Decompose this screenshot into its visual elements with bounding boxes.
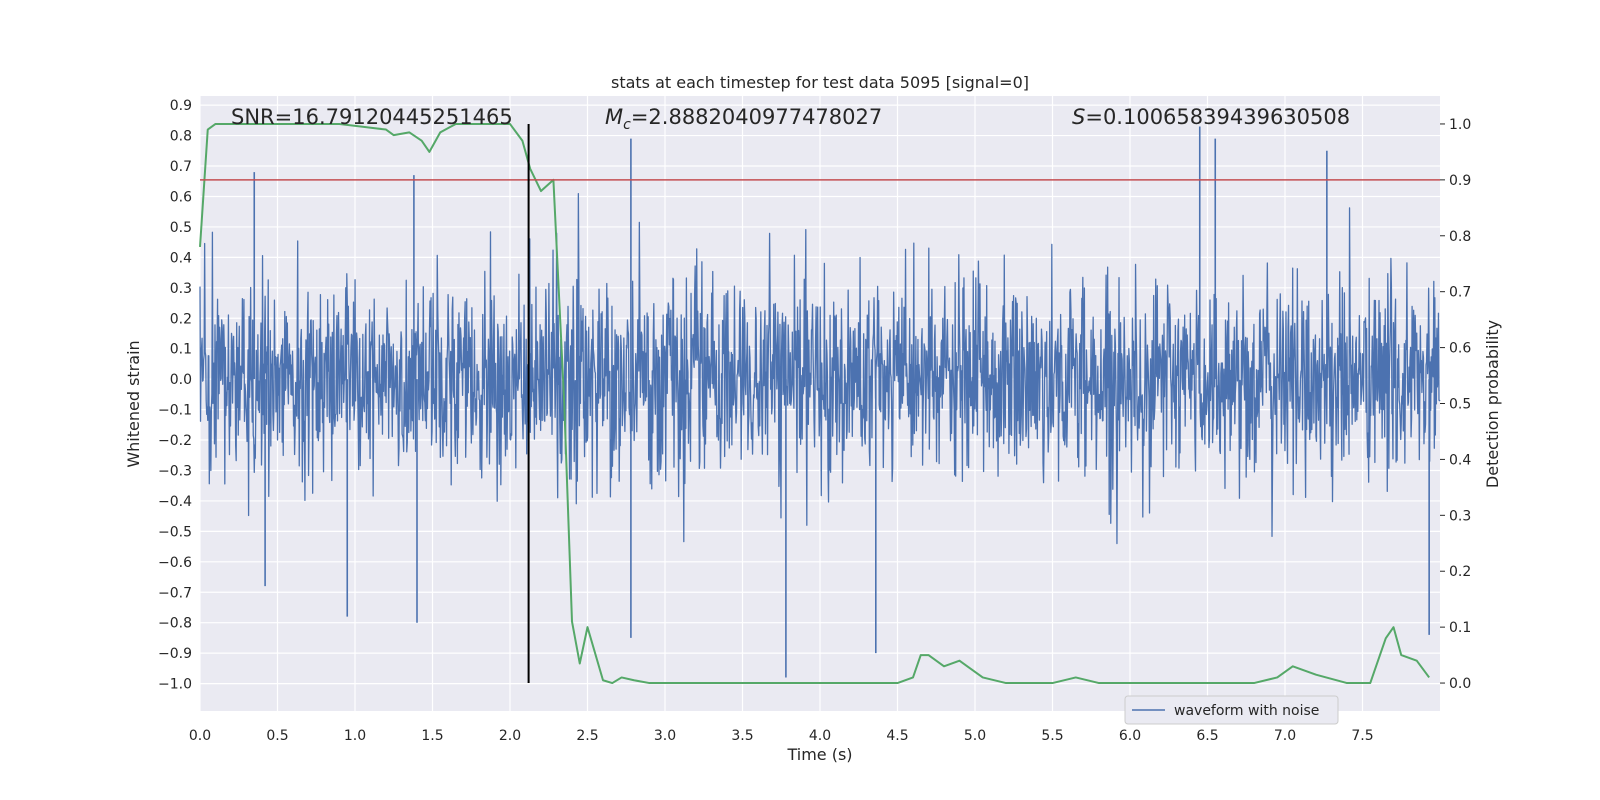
x-tick-label: 0.0 [189, 728, 211, 744]
s-value: =0.10065839439630508 [1085, 105, 1350, 129]
s-symbol: S [1072, 105, 1085, 129]
y-tick-label: −0.3 [158, 463, 192, 479]
x-axis-ticks: 0.0 0.5 1.0 1.5 2.0 2.5 3.0 3.5 4.0 4.5 5.0 5.5 6.0 6… [189, 728, 1374, 744]
y-tick-label: 0.2 [170, 311, 192, 327]
y-tick-label: −0.6 [158, 555, 192, 571]
x-tick-label: 5.5 [1041, 728, 1063, 744]
x-tick-label: 6.0 [1119, 728, 1141, 744]
x-tick-label: 6.5 [1196, 728, 1218, 744]
x-tick-label: 5.0 [964, 728, 986, 744]
x-tick-label: 0.5 [266, 728, 288, 744]
x-tick-label: 1.5 [421, 728, 443, 744]
x-tick-label: 7.0 [1274, 728, 1296, 744]
x-tick-label: 2.0 [499, 728, 521, 744]
x-tick-label: 7.5 [1351, 728, 1373, 744]
y-tick-label: −0.4 [158, 494, 192, 510]
s-annotation: S=0.10065839439630508 [1072, 105, 1350, 129]
y-axis-ticks: 0.9 0.8 0.7 0.6 0.5 0.4 0.3 0.2 0.1 0.0 −0.1 −0.2 −0… [158, 98, 192, 692]
chirp-mass-symbol: M [605, 105, 623, 129]
x-tick-label: 4.0 [809, 728, 831, 744]
y2-axis-label: Detection probability [1483, 320, 1502, 488]
y2-tick-label: 0.0 [1449, 676, 1471, 692]
detection-probability-line [199, 122, 1430, 685]
chirp-mass-subscript: c [623, 117, 631, 133]
y-tick-label: −0.2 [158, 433, 192, 449]
y-tick-label: −0.5 [158, 524, 192, 540]
y2-tick-label: 0.6 [1449, 341, 1471, 357]
y-tick-label: 0.3 [170, 281, 192, 297]
y-tick-label: −0.9 [158, 646, 192, 662]
y2-tick-label: 0.8 [1449, 229, 1471, 245]
detection-probability-series [199, 122, 1430, 685]
waveform-line [199, 193, 1441, 545]
y-tick-label: 0.4 [170, 250, 192, 266]
y2-tick-label: 0.7 [1449, 285, 1471, 301]
y-axis-label: Whitened strain [124, 340, 143, 467]
y-tick-label: 0.0 [170, 372, 192, 388]
y-tick-label: 0.5 [170, 220, 192, 236]
y-tick-label: −0.1 [158, 403, 192, 419]
y2-tick-label: 0.9 [1449, 173, 1471, 189]
y-tick-label: 0.6 [170, 189, 192, 205]
y2-tick-label: 0.2 [1449, 564, 1471, 580]
y-tick-label: 0.7 [170, 159, 192, 175]
snr-annotation: SNR=16.79120445251465 [231, 105, 513, 129]
chirp-mass-value: =2.8882040977478027 [631, 105, 882, 129]
y-tick-label: 0.1 [170, 342, 192, 358]
y-tick-label: −0.8 [158, 616, 192, 632]
x-tick-label: 1.0 [344, 728, 366, 744]
x-axis-label: Time (s) [786, 745, 852, 764]
x-tick-label: 3.0 [654, 728, 676, 744]
y2-tick-label: 0.1 [1449, 620, 1471, 636]
chart-title: stats at each timestep for test data 509… [611, 73, 1029, 92]
y-tick-label: 0.9 [170, 98, 192, 114]
y2-tick-label: 0.3 [1449, 508, 1471, 524]
y2-tick-label: 0.5 [1449, 397, 1471, 413]
overlay-lines [200, 123, 1440, 684]
y2-tick-label: 1.0 [1449, 117, 1471, 133]
y2-tick-label: 0.4 [1449, 452, 1471, 468]
chirp-mass-annotation: Mc=2.8882040977478027 [605, 105, 882, 133]
legend-label: waveform with noise [1174, 703, 1319, 719]
y-tick-label: 0.8 [170, 129, 192, 145]
y-tick-label: −0.7 [158, 585, 192, 601]
legend-box [1124, 695, 1339, 725]
legend: waveform with noise [1124, 695, 1339, 725]
waveform-with-noise-series [199, 126, 1441, 678]
x-tick-label: 3.5 [731, 728, 753, 744]
y-tick-label: −1.0 [158, 677, 192, 693]
x-tick-label: 2.5 [576, 728, 598, 744]
x-tick-label: 4.5 [886, 728, 908, 744]
y2-axis-ticks: 1.0 0.9 0.8 0.7 0.6 0.5 0.4 0.3 0.2 0.1 0.0 [1440, 117, 1471, 692]
